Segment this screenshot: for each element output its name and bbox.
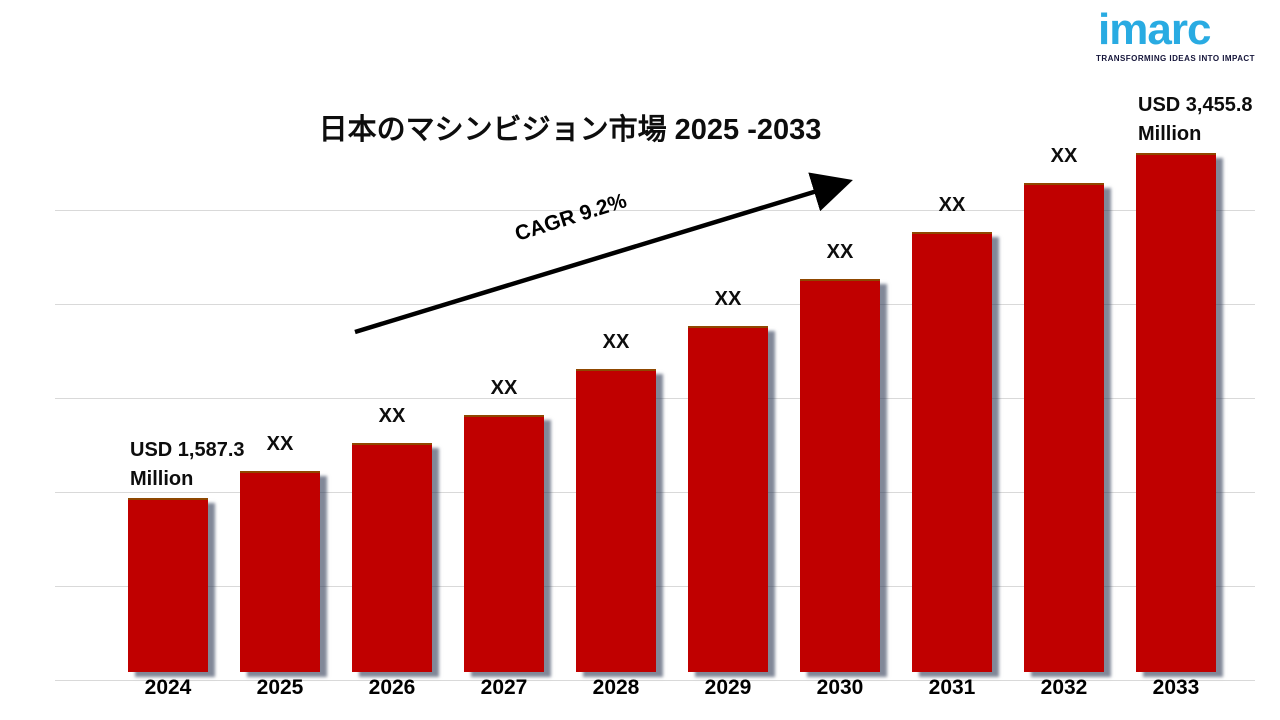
bar-2031 — [912, 232, 992, 672]
x-axis-label-2033: 2033 — [1152, 676, 1200, 699]
x-axis-label-2024: 2024 — [144, 676, 192, 699]
bar-2027 — [464, 415, 544, 672]
bar-value-label-2031: XX — [938, 194, 966, 216]
bar-value-label-2027: XX — [490, 377, 518, 399]
cagr-label: CAGR 9.2% — [512, 189, 630, 246]
bar-2026 — [352, 443, 432, 672]
x-axis-label-2031: 2031 — [928, 676, 976, 699]
bar-2030 — [800, 279, 880, 672]
x-axis-label-2028: 2028 — [592, 676, 640, 699]
imarc-tagline: TRANSFORMING IDEAS INTO IMPACT — [1096, 54, 1255, 64]
x-axis-label-2032: 2032 — [1040, 676, 1088, 699]
x-axis-label-2029: 2029 — [704, 676, 752, 699]
bar-value-label-2033: USD 3,455.8 Million — [1138, 94, 1253, 145]
chart-title: 日本のマシンビジョン市場 2025 -2033 — [318, 114, 822, 146]
x-axis-label-2027: 2027 — [480, 676, 528, 699]
gridline — [55, 680, 1255, 681]
bar-2025 — [240, 471, 320, 672]
bar-2032 — [1024, 183, 1104, 672]
bar-value-label-2029: XX — [714, 288, 742, 310]
bar-2028 — [576, 369, 656, 672]
imarc-logo-text: imarc — [1098, 5, 1211, 54]
bar-value-label-2028: XX — [602, 331, 630, 353]
bar-2033 — [1136, 153, 1216, 672]
x-axis-label-2030: 2030 — [816, 676, 864, 699]
bar-value-label-2030: XX — [826, 241, 854, 263]
imarc-logo: imarc TRANSFORMING IDEAS INTO IMPACT — [1096, 5, 1266, 64]
bar-value-label-2024: USD 1,587.3 Million — [130, 439, 245, 490]
bar-value-label-2026: XX — [378, 405, 406, 427]
x-axis-label-2025: 2025 — [256, 676, 304, 699]
bar-value-label-2025: XX — [266, 433, 294, 455]
bar-2029 — [688, 326, 768, 672]
bar-2024 — [128, 498, 208, 672]
bar-value-label-2032: XX — [1050, 145, 1078, 167]
x-axis-label-2026: 2026 — [368, 676, 416, 699]
